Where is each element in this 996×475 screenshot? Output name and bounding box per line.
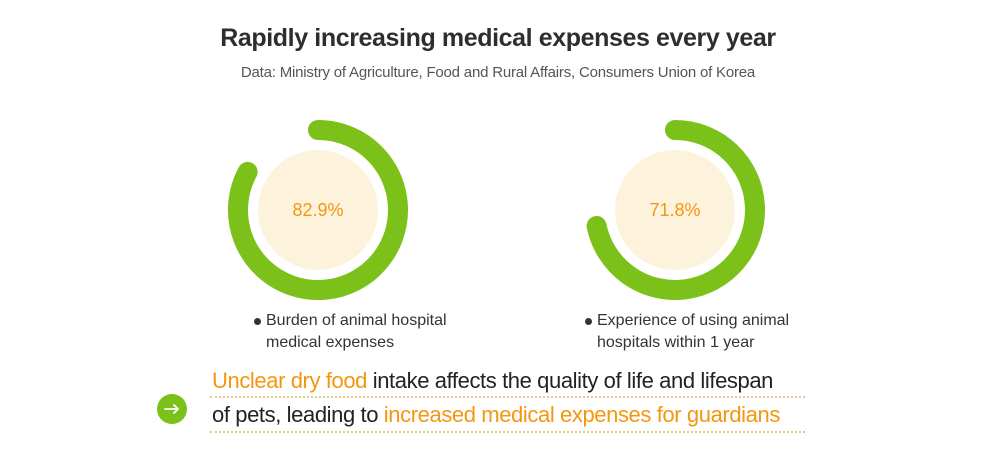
conclusion-line-1: Unclear dry food intake affects the qual… [212,368,773,394]
chart-title: Rapidly increasing medical expenses ever… [220,24,776,52]
donut-chart-burden: 82.9% [218,110,418,310]
dotted-divider [210,396,805,398]
bullet-icon [254,318,261,325]
caption-line: Experience of using animal [597,312,790,329]
caption-line: hospitals within 1 year [597,334,755,351]
conclusion-highlight: increased medical expenses for guardians [383,402,781,427]
conclusion-text: intake affects the quality of life and l… [367,368,774,393]
donut-value-label: 82.9% [292,199,344,220]
donut-inner-fill [615,150,735,270]
donut-chart-experience: 71.8% [575,110,775,310]
donut-arc [586,120,765,300]
caption-line: Burden of animal hospital [266,312,447,329]
conclusion-highlight: Unclear dry food [212,368,368,393]
conclusion-text: of pets, leading to [212,402,384,427]
arrow-right-icon [157,394,187,424]
conclusion-line-2: of pets, leading to increased medical ex… [212,402,780,428]
caption-line: medical expenses [266,334,395,351]
chart-source: Data: Ministry of Agriculture, Food and … [240,64,756,81]
dotted-divider [210,431,805,433]
donut-inner-fill [258,150,378,270]
donut-value-label: 71.8% [649,199,701,220]
bullet-icon [585,318,592,325]
caption-experience: Experience of using animal hospitals wit… [585,310,790,354]
donut-arc [228,120,408,300]
caption-burden: Burden of animal hospital medical expens… [254,310,447,354]
